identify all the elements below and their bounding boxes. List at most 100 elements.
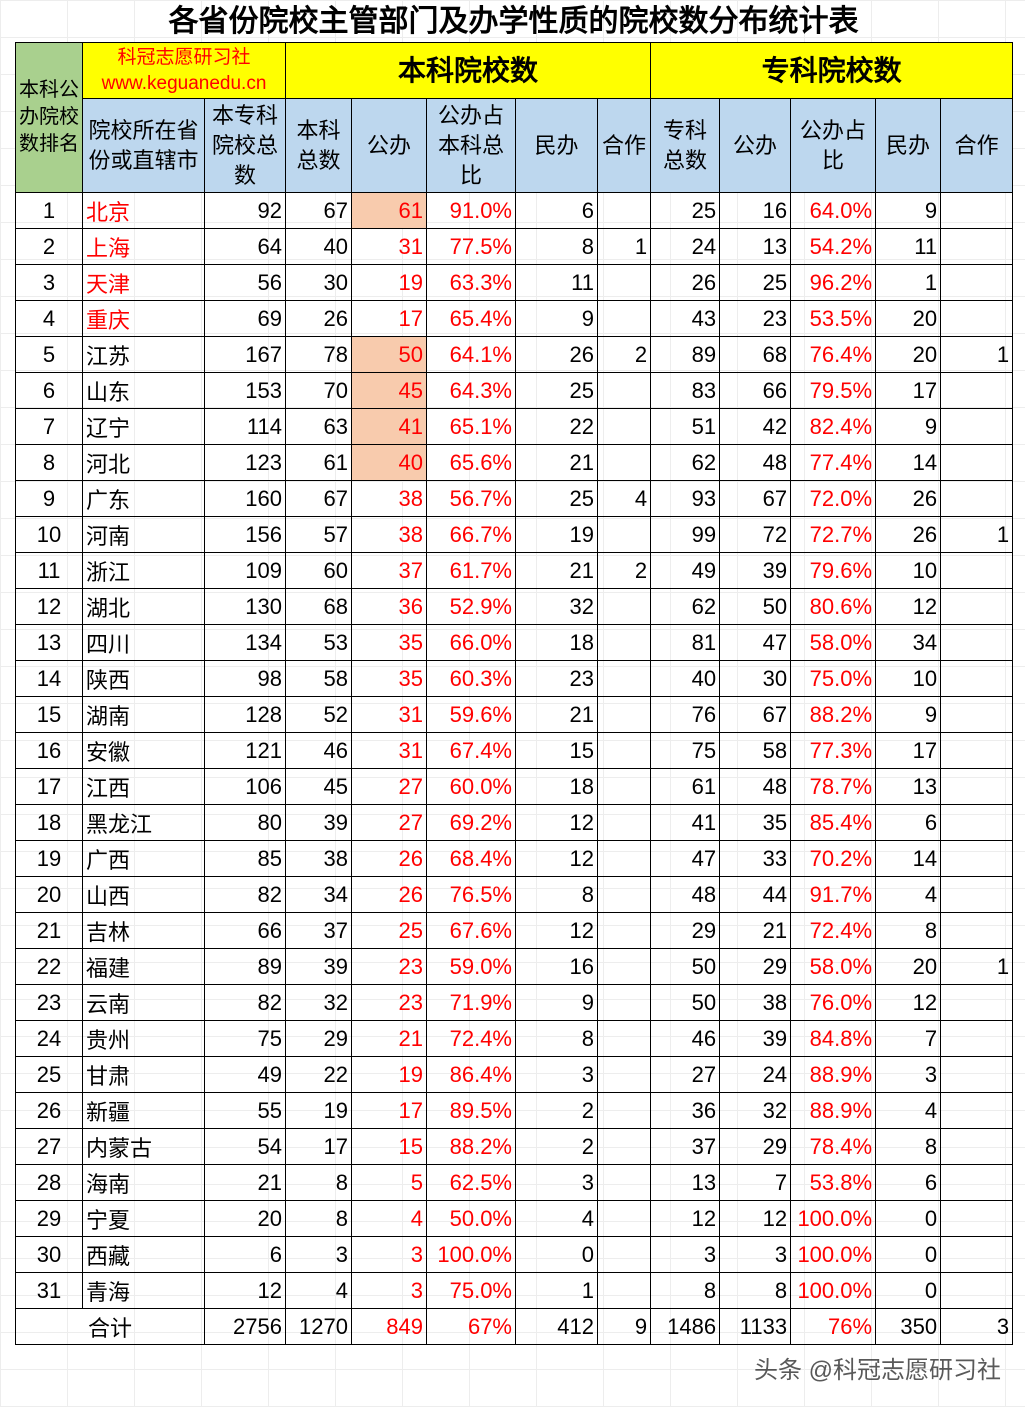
col-private-cell[interactable]: 34 xyxy=(875,624,942,661)
ug-public-cell[interactable]: 41 xyxy=(351,408,427,445)
ug-total-cell[interactable]: 46 xyxy=(285,732,352,769)
ug-public-cell[interactable]: 17 xyxy=(351,300,427,337)
ug-total-cell[interactable]: 60 xyxy=(285,552,352,589)
ug-coop-cell[interactable]: 2 xyxy=(596,336,652,373)
ug-coop-cell[interactable] xyxy=(596,876,652,913)
province-cell[interactable]: 吉林 xyxy=(82,912,205,949)
col-coop-cell[interactable] xyxy=(940,1200,1014,1237)
ug-private-cell[interactable]: 4 xyxy=(515,1200,598,1237)
ug-total-cell[interactable]: 3 xyxy=(285,1236,352,1273)
total-cell[interactable]: 6 xyxy=(204,1236,286,1273)
col-ratio-cell[interactable]: 58.0% xyxy=(790,624,877,661)
ug-coop-cell[interactable] xyxy=(596,624,652,661)
col-ratio-cell[interactable]: 77.3% xyxy=(790,732,877,769)
ug-private-cell[interactable]: 21 xyxy=(515,552,598,589)
province-cell[interactable]: 广西 xyxy=(82,840,205,877)
ug-total-cell[interactable]: 29 xyxy=(285,1020,352,1057)
col-public-cell[interactable]: 30 xyxy=(719,660,792,697)
ug-coop-cell[interactable] xyxy=(596,696,652,733)
ug-total-cell[interactable]: 32 xyxy=(285,984,352,1021)
ug-ratio-cell[interactable]: 76.5% xyxy=(426,876,516,913)
col-private-cell[interactable]: 17 xyxy=(875,732,942,769)
total-cell[interactable]: 75 xyxy=(204,1020,286,1057)
ug-coop-cell[interactable] xyxy=(596,1056,652,1093)
col-ratio-cell[interactable]: 72.7% xyxy=(790,516,877,553)
col-coop-cell[interactable] xyxy=(940,1236,1014,1273)
province-cell[interactable]: 新疆 xyxy=(82,1092,205,1129)
ug-ratio-cell[interactable]: 62.5% xyxy=(426,1164,516,1201)
ug-private-cell[interactable]: 2 xyxy=(515,1092,598,1129)
ug-ratio-cell[interactable]: 71.9% xyxy=(426,984,516,1021)
col-coop-cell[interactable]: 1 xyxy=(940,336,1014,373)
col-public-cell[interactable]: 58 xyxy=(719,732,792,769)
total-cell[interactable]: 167 xyxy=(204,336,286,373)
ug-total-cell[interactable]: 68 xyxy=(285,588,352,625)
col-private-cell[interactable]: 8 xyxy=(875,912,942,949)
ug-total-cell[interactable]: 78 xyxy=(285,336,352,373)
ug-public-cell[interactable]: 61 xyxy=(351,192,427,229)
ug-ratio-cell[interactable]: 60.0% xyxy=(426,768,516,805)
col-coop-cell[interactable] xyxy=(940,804,1014,841)
ug-coop-cell[interactable]: 4 xyxy=(596,480,652,517)
col-public-cell[interactable]: 29 xyxy=(719,948,792,985)
ug-public-cell[interactable]: 19 xyxy=(351,264,427,301)
col-public-cell[interactable]: 29 xyxy=(719,1128,792,1165)
total-cell[interactable]: 160 xyxy=(204,480,286,517)
col-public-cell[interactable]: 25 xyxy=(719,264,792,301)
col-public-cell[interactable]: 44 xyxy=(719,876,792,913)
ug-ratio-cell[interactable]: 68.4% xyxy=(426,840,516,877)
ug-ratio-cell[interactable]: 89.5% xyxy=(426,1092,516,1129)
ug-ratio-cell[interactable]: 63.3% xyxy=(426,264,516,301)
col-coop-cell[interactable] xyxy=(940,984,1014,1021)
col-coop-total-cell[interactable]: 3 xyxy=(940,1308,1014,1345)
ug-private-cell[interactable]: 19 xyxy=(515,516,598,553)
province-cell[interactable]: 江苏 xyxy=(82,336,205,373)
col-private-cell[interactable]: 8 xyxy=(875,1128,942,1165)
ug-ratio-cell[interactable]: 64.1% xyxy=(426,336,516,373)
total-cell[interactable]: 80 xyxy=(204,804,286,841)
col-coop-cell[interactable] xyxy=(940,1272,1014,1309)
rank-cell[interactable]: 14 xyxy=(15,660,83,697)
ug-public-cell[interactable]: 45 xyxy=(351,372,427,409)
ug-ratio-cell[interactable]: 52.9% xyxy=(426,588,516,625)
col-total-cell[interactable]: 25 xyxy=(650,192,721,229)
ug-ratio-cell[interactable]: 60.3% xyxy=(426,660,516,697)
col-private-cell[interactable]: 11 xyxy=(875,228,942,265)
ug-ratio-cell[interactable]: 61.7% xyxy=(426,552,516,589)
ug-public-cell[interactable]: 21 xyxy=(351,1020,427,1057)
col-total-cell[interactable]: 75 xyxy=(650,732,721,769)
province-cell[interactable]: 河南 xyxy=(82,516,205,553)
col-total-cell[interactable]: 61 xyxy=(650,768,721,805)
ug-total-cell[interactable]: 53 xyxy=(285,624,352,661)
col-coop-cell[interactable]: 1 xyxy=(940,948,1014,985)
col-coop-cell[interactable] xyxy=(940,264,1014,301)
ug-ratio-cell[interactable]: 59.0% xyxy=(426,948,516,985)
rank-cell[interactable]: 5 xyxy=(15,336,83,373)
total-cell[interactable]: 54 xyxy=(204,1128,286,1165)
col-private-cell[interactable]: 9 xyxy=(875,696,942,733)
col-private-cell[interactable]: 0 xyxy=(875,1272,942,1309)
total-cell[interactable]: 89 xyxy=(204,948,286,985)
rank-cell[interactable]: 8 xyxy=(15,444,83,481)
col-public-cell[interactable]: 13 xyxy=(719,228,792,265)
rank-cell[interactable]: 2 xyxy=(15,228,83,265)
col-public-cell[interactable]: 50 xyxy=(719,588,792,625)
col-public-cell[interactable]: 68 xyxy=(719,336,792,373)
ug-private-cell[interactable]: 25 xyxy=(515,480,598,517)
col-coop-cell[interactable] xyxy=(940,300,1014,337)
total-cell[interactable]: 82 xyxy=(204,984,286,1021)
col-private-cell[interactable]: 20 xyxy=(875,948,942,985)
col-coop-cell[interactable] xyxy=(940,624,1014,661)
col-ratio-cell[interactable]: 78.7% xyxy=(790,768,877,805)
ug-ratio-cell[interactable]: 69.2% xyxy=(426,804,516,841)
col-public-cell[interactable]: 47 xyxy=(719,624,792,661)
ug-ratio-cell[interactable]: 75.0% xyxy=(426,1272,516,1309)
ug-total-cell[interactable]: 67 xyxy=(285,480,352,517)
ug-ratio-cell[interactable]: 67.4% xyxy=(426,732,516,769)
ug-coop-cell[interactable] xyxy=(596,300,652,337)
total-cell[interactable]: 12 xyxy=(204,1272,286,1309)
ug-public-cell[interactable]: 38 xyxy=(351,516,427,553)
ug-public-cell[interactable]: 3 xyxy=(351,1236,427,1273)
col-ratio-cell[interactable]: 82.4% xyxy=(790,408,877,445)
col-coop-cell[interactable] xyxy=(940,228,1014,265)
